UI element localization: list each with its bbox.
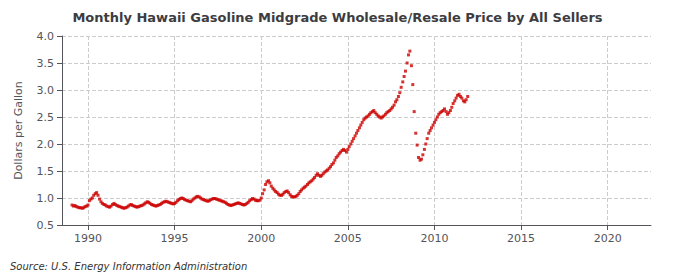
svg-text:1990: 1990: [74, 232, 102, 245]
svg-text:2015: 2015: [507, 232, 535, 245]
svg-text:4.0: 4.0: [37, 30, 55, 43]
svg-text:2.0: 2.0: [37, 138, 55, 151]
svg-text:0.5: 0.5: [37, 219, 55, 232]
svg-text:2.5: 2.5: [37, 111, 55, 124]
svg-text:1.0: 1.0: [37, 192, 55, 205]
svg-text:2010: 2010: [420, 232, 448, 245]
svg-text:3.0: 3.0: [37, 84, 55, 97]
svg-text:2020: 2020: [594, 232, 622, 245]
svg-text:2005: 2005: [334, 232, 362, 245]
svg-text:Dollars per Gallon: Dollars per Gallon: [12, 81, 25, 180]
svg-text:2000: 2000: [247, 232, 275, 245]
svg-text:Monthly Hawaii Gasoline Midgra: Monthly Hawaii Gasoline Midgrade Wholesa…: [72, 10, 602, 25]
svg-text:1995: 1995: [161, 232, 189, 245]
svg-text:1.5: 1.5: [37, 165, 55, 178]
svg-text:Source: U.S. Energy Informatio: Source: U.S. Energy Information Administ…: [10, 261, 247, 272]
svg-text:3.5: 3.5: [37, 57, 55, 70]
